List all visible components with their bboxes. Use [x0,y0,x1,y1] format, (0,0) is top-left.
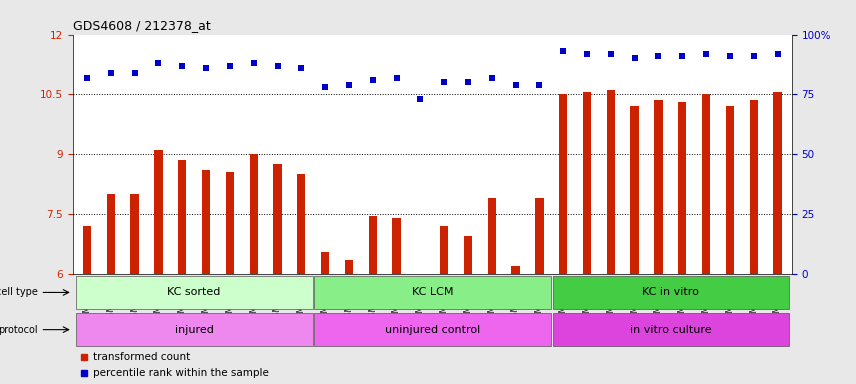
Text: KC sorted: KC sorted [168,288,221,298]
Point [627,55,641,61]
Text: injured: injured [175,324,214,334]
Point [247,60,260,66]
Bar [583,93,591,274]
Point [699,51,713,57]
Bar [202,170,211,274]
Bar [178,160,187,274]
Bar [535,198,544,274]
Bar [297,174,306,274]
Point [175,63,189,69]
Point [604,51,618,57]
Bar [314,276,551,309]
Text: in vitro culture: in vitro culture [629,324,711,334]
Point [651,53,665,59]
Text: KC LCM: KC LCM [412,288,453,298]
Bar [76,313,313,346]
Bar [130,194,139,274]
Point [389,74,403,81]
Bar [607,90,615,274]
Bar [440,226,449,274]
Point [80,74,94,81]
Text: GDS4608 / 212378_at: GDS4608 / 212378_at [73,19,211,32]
Bar [76,276,313,309]
Text: percentile rank within the sample: percentile rank within the sample [93,368,269,378]
Point [199,65,213,71]
Point [152,60,165,66]
Bar [552,313,789,346]
Point [366,77,379,83]
Bar [392,218,401,274]
Point [128,70,141,76]
Bar [154,150,163,274]
Text: protocol: protocol [0,324,39,334]
Point [437,79,451,86]
Bar [464,236,473,274]
Bar [83,226,92,274]
Bar [321,252,330,274]
Point [746,53,760,59]
Bar [250,154,258,274]
Point [318,84,332,90]
Bar [488,198,496,274]
Text: uninjured control: uninjured control [384,324,480,334]
Text: transformed count: transformed count [93,352,190,362]
Bar [702,94,710,274]
Point [508,82,522,88]
Bar [107,194,115,274]
Bar [273,164,282,274]
Bar [559,94,568,274]
Text: cell type: cell type [0,288,39,298]
Bar [314,313,551,346]
Point [104,70,118,76]
Point [770,51,784,57]
Point [223,63,237,69]
Point [413,96,427,102]
Point [556,48,570,55]
Point [580,51,594,57]
Bar [750,100,758,274]
Text: KC in vitro: KC in vitro [642,288,698,298]
Point [342,82,356,88]
Bar [226,172,234,274]
Bar [726,106,734,274]
Point [270,63,284,69]
Bar [654,100,663,274]
Point [675,53,689,59]
Point [485,74,499,81]
Point [461,79,475,86]
Bar [552,276,789,309]
Bar [631,106,639,274]
Bar [678,103,687,274]
Bar [773,93,782,274]
Point [532,82,546,88]
Bar [369,216,377,274]
Bar [345,260,354,274]
Point [723,53,737,59]
Point [294,65,308,71]
Bar [511,266,520,274]
